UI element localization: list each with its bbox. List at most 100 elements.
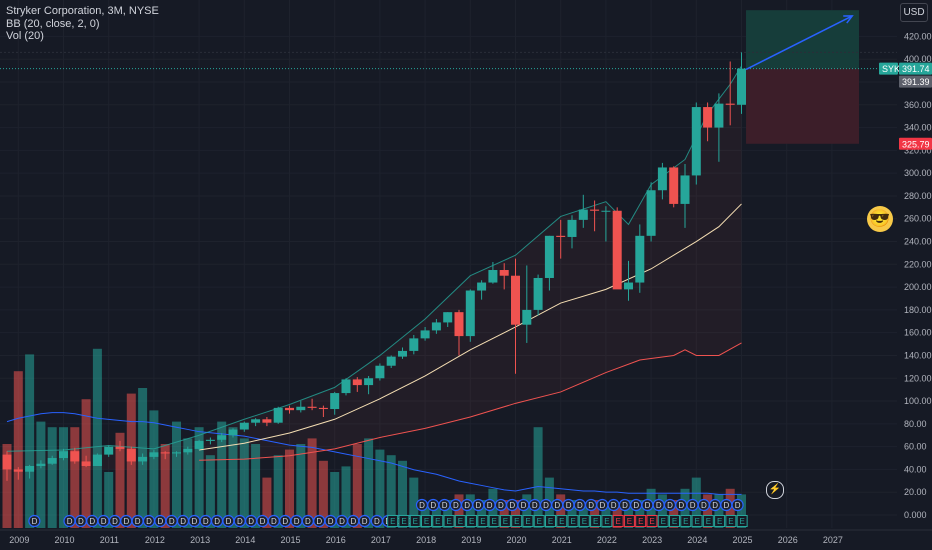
- candle-body: [115, 446, 125, 449]
- earnings-marker-label: E: [480, 517, 485, 526]
- dividend-marker-label: D: [498, 501, 504, 510]
- candle-body: [499, 270, 509, 276]
- time-tick-label: 2010: [55, 535, 75, 545]
- time-axis: [0, 530, 932, 550]
- dividend-marker-label: D: [554, 501, 560, 510]
- earnings-marker-label: E: [503, 517, 508, 526]
- volume-bar: [737, 494, 746, 528]
- volume-bar: [239, 438, 249, 528]
- dividend-marker-label: D: [678, 501, 684, 510]
- dividend-marker-label: D: [316, 517, 322, 526]
- earnings-marker: [499, 515, 511, 527]
- volume-bar: [296, 444, 306, 528]
- currency-button[interactable]: USD: [900, 3, 928, 22]
- candle-body: [737, 68, 746, 105]
- time-tick-label: 2027: [823, 535, 843, 545]
- volume-label[interactable]: Vol (20): [6, 30, 44, 42]
- time-tick-label: 2022: [597, 535, 617, 545]
- earnings-marker-label: E: [706, 517, 711, 526]
- volume-bar: [115, 432, 125, 528]
- candle-body: [13, 469, 23, 472]
- volume-bar: [409, 477, 419, 528]
- earnings-marker-label: E: [638, 517, 643, 526]
- volume-bar: [352, 444, 362, 528]
- earnings-marker: [702, 515, 714, 527]
- earnings-marker-label: E: [694, 517, 699, 526]
- earnings-marker: [714, 515, 726, 527]
- dividend-marker-label: D: [192, 517, 198, 526]
- earnings-marker-label: E: [401, 517, 406, 526]
- candle-body: [36, 463, 46, 467]
- dividend-marker-label: D: [611, 501, 617, 510]
- volume-bar: [477, 500, 487, 528]
- dividend-marker-label: D: [248, 517, 254, 526]
- candle-body: [149, 452, 159, 457]
- dividend-marker-label: D: [260, 517, 266, 526]
- time-tick-label: 2020: [507, 535, 527, 545]
- candle-body: [612, 210, 622, 290]
- symbol-title[interactable]: Stryker Corporation, 3M, NYSE: [6, 5, 159, 17]
- earnings-marker: [680, 515, 692, 527]
- earnings-marker-label: E: [548, 517, 553, 526]
- earnings-marker-label: E: [413, 517, 418, 526]
- volume-bar: [47, 427, 57, 528]
- price-tick-label: 140.00: [904, 350, 932, 360]
- candle-body: [183, 448, 193, 453]
- volume-bar: [149, 410, 159, 528]
- earnings-marker-label: E: [604, 517, 609, 526]
- candle-body: [228, 429, 238, 436]
- candle-body: [194, 440, 204, 449]
- earnings-marker-label: E: [717, 517, 722, 526]
- dividend-marker-label: D: [89, 517, 95, 526]
- time-tick-label: 2019: [461, 535, 481, 545]
- candle-body: [2, 454, 12, 470]
- price-tick-label: 60.00: [904, 442, 927, 452]
- price-tick-label: 280.00: [904, 191, 932, 201]
- candle-body: [25, 466, 35, 472]
- earnings-marker: [387, 515, 399, 527]
- candle-body: [691, 107, 701, 176]
- lightning-icon[interactable]: ⚡: [766, 481, 784, 499]
- candle-body: [488, 270, 498, 283]
- earnings-marker: [556, 515, 568, 527]
- dividend-marker-label: D: [123, 517, 129, 526]
- candle-body: [352, 379, 362, 386]
- volume-bar: [669, 500, 679, 528]
- volume-ma-line: [6, 412, 742, 495]
- dividend-marker-label: D: [362, 517, 368, 526]
- bollinger-bands-label[interactable]: BB (20, close, 2, 0): [6, 17, 100, 30]
- dividend-marker-label: D: [566, 501, 572, 510]
- candle-body: [364, 378, 374, 386]
- dividend-marker-label: D: [735, 501, 741, 510]
- earnings-marker-label: E: [649, 517, 654, 526]
- dividend-marker-label: D: [305, 517, 311, 526]
- candle-body: [285, 407, 294, 411]
- dividend-marker-label: D: [101, 517, 107, 526]
- event-markers: D D D D D D D D D D D D D D D D D D D D D D D D D D D D DD D D D D D D D D D D…: [28, 498, 748, 528]
- candles: [2, 52, 746, 481]
- earnings-marker: [736, 515, 748, 527]
- volume-bar: [273, 455, 283, 528]
- candle-body: [454, 312, 464, 337]
- candle-body: [725, 103, 735, 105]
- dividend-marker-label: D: [600, 501, 606, 510]
- earnings-marker: [432, 515, 444, 527]
- candle-body: [217, 435, 227, 440]
- time-tick-label: 2009: [9, 535, 29, 545]
- stop-price-tag-bg: [899, 137, 932, 150]
- earnings-marker: [601, 515, 613, 527]
- candle-body: [251, 419, 261, 423]
- dividend-marker-label: D: [476, 501, 482, 510]
- earnings-marker: [567, 515, 579, 527]
- projection-arrow: [745, 15, 853, 71]
- candle-body: [409, 338, 419, 351]
- dividend-marker-label: D: [690, 501, 696, 510]
- candle-body: [386, 356, 396, 366]
- earnings-marker: [511, 515, 523, 527]
- volume-bar: [307, 438, 317, 528]
- volume-bar: [59, 427, 68, 528]
- earnings-marker: [443, 515, 455, 527]
- candle-body: [70, 451, 80, 462]
